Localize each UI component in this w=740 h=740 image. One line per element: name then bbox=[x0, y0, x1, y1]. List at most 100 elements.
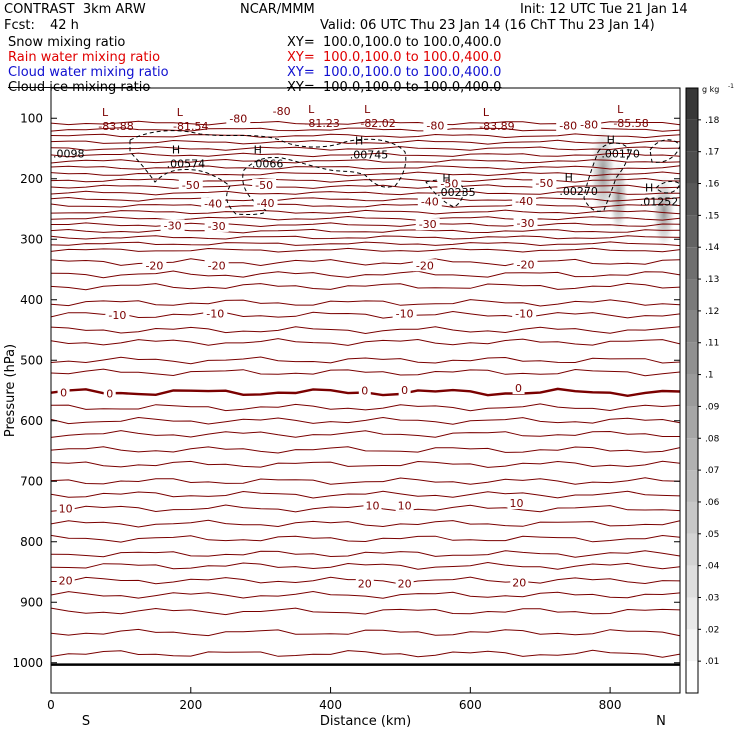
temperature-contour bbox=[50, 590, 681, 599]
temperature-contour bbox=[50, 299, 681, 307]
contour-label: 0 bbox=[106, 388, 113, 401]
low-value: -85.58 bbox=[613, 117, 648, 130]
colorbar-unit: g kg bbox=[702, 85, 719, 94]
colorbar-tick-label: .17 bbox=[705, 148, 719, 158]
contour-label: -30 bbox=[419, 218, 437, 231]
field-rain-xy: XY= 100.0,100.0 to 100.0,400.0 bbox=[287, 50, 502, 65]
contour-label-bg bbox=[269, 104, 294, 117]
contour-label: -20 bbox=[416, 259, 434, 272]
high-value: .00235 bbox=[437, 186, 476, 199]
temperature-contour bbox=[50, 247, 681, 253]
colorbar-bin bbox=[686, 247, 698, 280]
contour-label-bg bbox=[513, 216, 538, 229]
colorbar-bin bbox=[686, 88, 698, 120]
temperature-contour bbox=[50, 561, 681, 570]
high-marker: H bbox=[254, 144, 262, 157]
contour-label-bg bbox=[513, 258, 538, 271]
contour-label: -80 bbox=[426, 120, 444, 133]
high-value: .00574 bbox=[167, 158, 206, 171]
x-tick-label: 200 bbox=[179, 698, 202, 712]
contour-label: -50 bbox=[182, 179, 200, 192]
contour-label: -40 bbox=[204, 198, 222, 211]
temperature-contour bbox=[50, 326, 681, 335]
high-value: .01252 bbox=[640, 196, 679, 209]
north-label: N bbox=[656, 714, 666, 729]
colorbar-bin bbox=[686, 533, 698, 566]
colorbar-tick-label: .16 bbox=[705, 180, 720, 190]
contour-label-bg bbox=[437, 177, 462, 190]
contour-label-bg bbox=[395, 577, 414, 590]
colorbar-bin bbox=[686, 215, 698, 248]
temperature-contour bbox=[50, 235, 681, 240]
contour-label-bg bbox=[204, 259, 229, 272]
contour-label-bg bbox=[252, 178, 277, 191]
snow-shading-patch bbox=[651, 172, 676, 253]
colorbar-tick-label: .18 bbox=[705, 116, 720, 126]
high-value: .00745 bbox=[350, 149, 389, 162]
temperature-contour bbox=[50, 550, 681, 558]
low-value: -82.02 bbox=[360, 117, 395, 130]
colorbar-bin bbox=[686, 183, 698, 216]
contour-label: -40 bbox=[515, 195, 533, 208]
y-tick-label: 100 bbox=[20, 111, 43, 125]
temperature-contour bbox=[50, 165, 681, 170]
temperature-contour bbox=[50, 356, 681, 365]
contour-label-bg bbox=[355, 577, 374, 590]
low-marker: L bbox=[617, 103, 624, 116]
edge-value: .0098 bbox=[53, 147, 85, 160]
temperature-contour bbox=[50, 534, 681, 543]
contour-label: -40 bbox=[421, 196, 439, 209]
temperature-contour bbox=[50, 270, 681, 279]
temperature-contour bbox=[50, 460, 681, 468]
contour-label-bg bbox=[204, 219, 229, 232]
low-marker: L bbox=[364, 103, 371, 116]
colorbar-tick-label: .08 bbox=[705, 434, 720, 444]
model-center: NCAR/MMM bbox=[240, 2, 315, 17]
temperature-contour bbox=[50, 133, 681, 139]
field-snow-name: Snow mixing ratio bbox=[8, 35, 126, 50]
contour-label-bg bbox=[392, 307, 417, 320]
fcst-label: Fcst: bbox=[4, 18, 35, 33]
high-marker: H bbox=[645, 182, 653, 195]
contour-label-bg bbox=[57, 386, 70, 399]
contour-label: -80 bbox=[229, 112, 247, 125]
colorbar-bin bbox=[686, 151, 698, 184]
colorbar-frame bbox=[685, 87, 699, 694]
y-tick-label: 700 bbox=[20, 474, 43, 488]
high-value: .00170 bbox=[601, 147, 640, 160]
high-value: .00270 bbox=[559, 185, 598, 198]
colorbar-bin bbox=[686, 470, 698, 502]
contour-label-bg bbox=[417, 195, 442, 208]
y-tick-label: 300 bbox=[20, 232, 43, 246]
high-marker: H bbox=[565, 171, 573, 184]
temperature-contour bbox=[50, 310, 681, 319]
temperature-contour bbox=[51, 222, 681, 228]
contour-label: -50 bbox=[255, 179, 273, 192]
contour-label-bg bbox=[203, 307, 228, 320]
colorbar-bin bbox=[686, 342, 698, 375]
contour-label-bg bbox=[577, 118, 602, 131]
colorbar-bin bbox=[686, 374, 698, 407]
contour-label-bg bbox=[142, 259, 167, 272]
contour-label-bg bbox=[105, 308, 130, 321]
colorbar-tick-label: .05 bbox=[705, 530, 719, 540]
contour-label: 0 bbox=[361, 385, 368, 398]
contour-label-bg bbox=[423, 119, 448, 132]
colorbar-bin bbox=[686, 501, 698, 534]
contour-label-bg bbox=[532, 176, 557, 189]
temperature-contour bbox=[50, 446, 681, 454]
south-label: S bbox=[82, 714, 90, 729]
x-tick-label: 400 bbox=[319, 698, 342, 712]
x-axis-title: Distance (km) bbox=[320, 714, 411, 729]
x-tick-label: 0 bbox=[47, 698, 55, 712]
colorbar-bin bbox=[686, 565, 698, 598]
contour-label: 20 bbox=[59, 574, 73, 587]
cloud-ice-dashed-contour bbox=[129, 130, 407, 215]
colorbar-tick-label: .15 bbox=[705, 211, 719, 221]
contour-label-bg bbox=[56, 574, 75, 587]
high-marker: H bbox=[355, 135, 363, 148]
x-tick-label: 600 bbox=[459, 698, 482, 712]
contour-label: 10 bbox=[59, 502, 73, 515]
temperature-contour bbox=[50, 177, 681, 183]
